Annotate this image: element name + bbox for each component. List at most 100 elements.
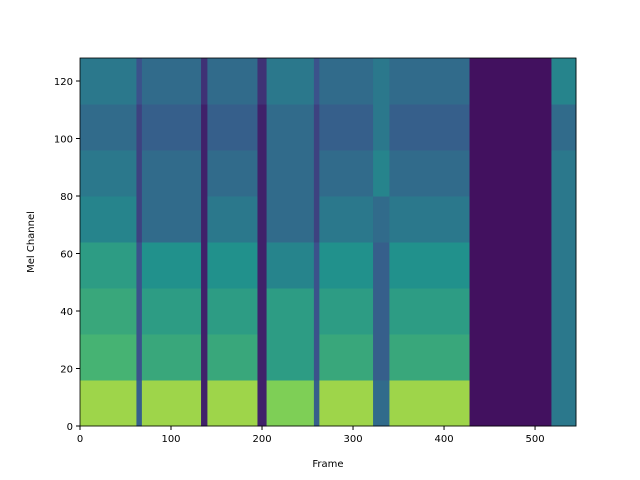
heatmap-cell — [141, 380, 202, 427]
heatmap-cell — [313, 150, 320, 197]
heatmap-cell — [201, 104, 208, 151]
heatmap-cell — [266, 288, 315, 335]
heatmap-cell — [313, 104, 320, 151]
y-tick-label: 80 — [60, 192, 73, 203]
y-tick-label: 100 — [54, 135, 73, 146]
heatmap-cell — [136, 334, 143, 381]
heatmap-cell — [80, 380, 137, 427]
heatmap-cell — [373, 58, 390, 105]
heatmap-cell — [266, 380, 315, 427]
heatmap-cell — [469, 242, 552, 289]
heatmap-cell — [469, 196, 552, 243]
heatmap-cell — [136, 242, 143, 289]
heatmap-cell — [257, 380, 268, 427]
heatmap-cell — [469, 380, 552, 427]
heatmap-cell — [389, 288, 471, 335]
heatmap-cell — [389, 242, 471, 289]
heatmap-cell — [136, 150, 143, 197]
x-tick-label: 100 — [161, 434, 180, 445]
heatmap-cell — [80, 104, 137, 151]
heatmap-cell — [373, 334, 390, 381]
heatmap-cell — [266, 196, 315, 243]
heatmap-cell — [313, 334, 320, 381]
y-tick-label: 60 — [60, 250, 73, 261]
heatmap-cell — [469, 288, 552, 335]
heatmap-cell — [141, 334, 202, 381]
heatmap-cell — [136, 104, 143, 151]
heatmap-cell — [389, 196, 471, 243]
x-tick-label: 500 — [525, 434, 544, 445]
heatmap-cell — [551, 288, 577, 335]
heatmap-cell — [319, 242, 374, 289]
heatmap-cell — [551, 380, 577, 427]
heatmap-cell — [551, 196, 577, 243]
heatmap-cell — [389, 150, 471, 197]
heatmap-cell — [313, 196, 320, 243]
heatmap-cell — [266, 242, 315, 289]
y-tick-label: 20 — [60, 365, 73, 376]
plot-frame — [79, 57, 577, 427]
heatmap-cell — [373, 104, 390, 151]
heatmap-cell — [201, 58, 208, 105]
heatmap-cell — [207, 380, 258, 427]
y-tick-label: 40 — [60, 307, 73, 318]
heatmap-cell — [257, 58, 268, 105]
x-tick-label: 200 — [252, 434, 271, 445]
y-tick-label: 0 — [67, 422, 73, 433]
heatmap-cell — [80, 288, 137, 335]
heatmap-cell — [207, 288, 258, 335]
heatmap-cell — [201, 334, 208, 381]
heatmap-cell — [136, 196, 143, 243]
heatmap-cell — [141, 196, 202, 243]
heatmap-cell — [257, 288, 268, 335]
heatmap-cell — [201, 380, 208, 427]
heatmap-cell — [469, 334, 552, 381]
heatmap-cell — [373, 288, 390, 335]
heatmap-cell — [207, 58, 258, 105]
heatmap-cell — [207, 242, 258, 289]
heatmap-cell — [389, 104, 471, 151]
heatmap-cell — [319, 58, 374, 105]
heatmap-cell — [80, 196, 137, 243]
heatmap-cell — [201, 196, 208, 243]
heatmap-cell — [469, 150, 552, 197]
x-tick-label: 0 — [77, 434, 83, 445]
heatmap-cell — [469, 104, 552, 151]
heatmap-cell — [551, 150, 577, 197]
heatmap-cell — [207, 196, 258, 243]
heatmap-cell — [551, 334, 577, 381]
heatmap-cell — [141, 58, 202, 105]
heatmap-cell — [319, 196, 374, 243]
heatmap-cell — [313, 58, 320, 105]
heatmap-cell — [389, 380, 471, 427]
heatmap-cell — [201, 242, 208, 289]
x-tick-label: 300 — [343, 434, 362, 445]
heatmap-cell — [257, 334, 268, 381]
heatmap-cell — [201, 288, 208, 335]
heatmap-cell — [389, 334, 471, 381]
heatmap-cell — [319, 334, 374, 381]
heatmap-cell — [266, 334, 315, 381]
heatmap-cell — [313, 288, 320, 335]
heatmap-cell — [136, 380, 143, 427]
heatmap-cell — [313, 242, 320, 289]
heatmap-cell — [257, 242, 268, 289]
heatmap-cell — [266, 58, 315, 105]
y-axis-label: Mel Channel — [26, 211, 37, 273]
heatmap-cell — [373, 242, 390, 289]
heatmap-cell — [207, 150, 258, 197]
heatmap-cell — [319, 150, 374, 197]
heatmap-cell — [80, 150, 137, 197]
heatmap-cell — [551, 242, 577, 289]
heatmap-cell — [257, 150, 268, 197]
y-tick-label: 120 — [54, 77, 73, 88]
heatmap-cell — [257, 196, 268, 243]
heatmap-cell — [469, 58, 552, 105]
heatmap-cell — [551, 58, 577, 105]
heatmap-cell — [373, 196, 390, 243]
heatmap-cell — [373, 380, 390, 427]
heatmap-cell — [319, 380, 374, 427]
heatmap-cell — [266, 104, 315, 151]
heatmap-cell — [80, 334, 137, 381]
